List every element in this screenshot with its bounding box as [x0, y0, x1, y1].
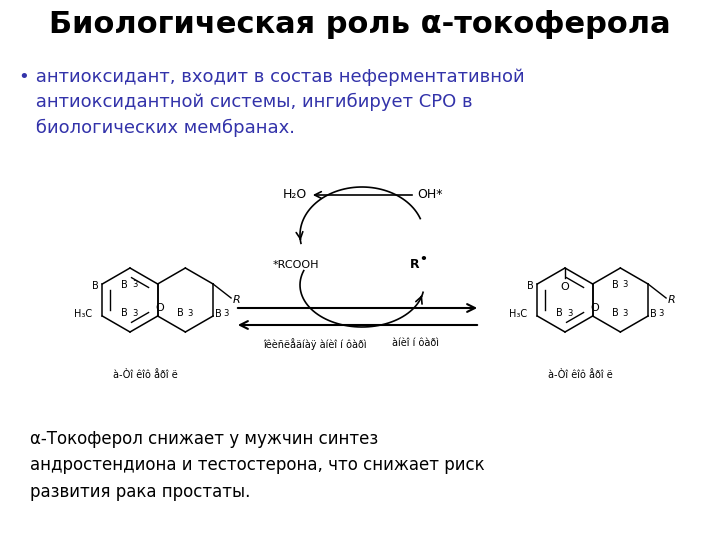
Text: îêèñëåäíàÿ àíèî í ôàðì: îêèñëåäíàÿ àíèî í ôàðì	[264, 338, 366, 350]
Text: H₃C: H₃C	[74, 309, 92, 319]
Text: α-Токоферол снижает у мужчин синтез
андростендиона и тестостерона, что снижает р: α-Токоферол снижает у мужчин синтез андр…	[30, 430, 485, 501]
Text: R: R	[410, 259, 420, 272]
Text: 3: 3	[622, 309, 628, 318]
Text: 3: 3	[132, 309, 138, 318]
Text: Биологическая роль α-токоферола: Биологическая роль α-токоферола	[49, 10, 671, 39]
Text: R: R	[233, 295, 240, 305]
Text: 3: 3	[132, 280, 138, 289]
Text: H₃C: H₃C	[509, 309, 527, 319]
Text: •: •	[419, 253, 427, 267]
Text: O: O	[156, 303, 164, 313]
Text: à-Òî êîô åðî ë: à-Òî êîô åðî ë	[112, 370, 177, 380]
Text: 3: 3	[223, 309, 228, 319]
Text: à-Òî êîô åðî ë: à-Òî êîô åðî ë	[548, 370, 613, 380]
Text: B: B	[91, 281, 99, 291]
Text: 3: 3	[622, 280, 628, 289]
Text: O: O	[590, 303, 599, 313]
Text: B: B	[611, 280, 618, 290]
Text: àíèî í ôàðì: àíèî í ôàðì	[392, 338, 438, 348]
Text: O: O	[561, 282, 570, 292]
Text: R: R	[668, 295, 676, 305]
Text: •: •	[18, 68, 29, 86]
Text: B: B	[650, 309, 657, 319]
Text: B: B	[215, 309, 222, 319]
Text: 3: 3	[187, 309, 193, 318]
Text: H₂O: H₂O	[283, 188, 307, 201]
Text: B: B	[611, 308, 618, 318]
Text: OH*: OH*	[418, 188, 443, 201]
Text: 3: 3	[567, 309, 572, 318]
Text: B: B	[121, 308, 128, 318]
Text: 3: 3	[658, 309, 663, 319]
Text: *RCOOH: *RCOOH	[273, 260, 319, 270]
Text: B: B	[176, 308, 184, 318]
Text: B: B	[557, 308, 563, 318]
Text: антиоксидант, входит в состав неферментативной
 антиоксидантной системы, ингибир: антиоксидант, входит в состав нефермента…	[30, 68, 525, 137]
Text: B: B	[121, 280, 128, 290]
Text: B: B	[526, 281, 534, 291]
